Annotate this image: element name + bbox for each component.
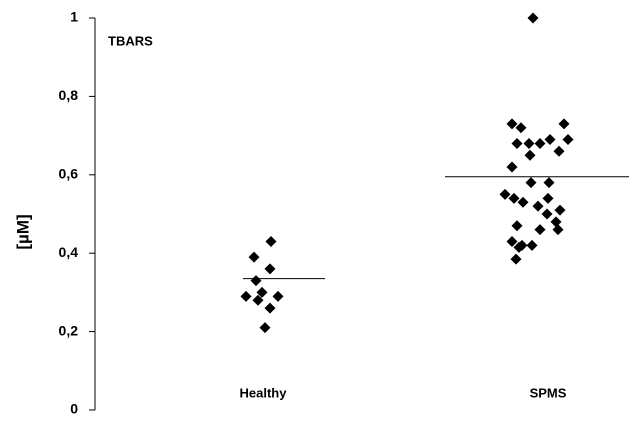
data-point	[248, 251, 260, 263]
data-point	[526, 239, 538, 251]
y-tick-label: 0,2	[59, 322, 79, 338]
data-point	[240, 290, 252, 302]
data-point	[541, 208, 553, 220]
data-point	[523, 137, 535, 149]
data-point	[552, 224, 564, 236]
data-point	[544, 134, 556, 146]
data-point	[506, 161, 518, 173]
data-point	[264, 263, 276, 275]
data-point	[534, 137, 546, 149]
y-tick-label: 1	[70, 9, 78, 25]
data-point	[499, 188, 511, 200]
data-point	[506, 235, 518, 247]
y-tick-label: 0,6	[59, 166, 79, 182]
data-point	[265, 235, 277, 247]
data-point	[562, 134, 574, 146]
data-point	[259, 322, 271, 334]
data-point	[553, 145, 565, 157]
y-tick-label: 0,8	[59, 87, 79, 103]
data-point	[542, 192, 554, 204]
data-point	[513, 241, 525, 253]
annotation: TBARS	[108, 33, 153, 48]
x-tick-label: SPMS	[530, 385, 567, 400]
data-point	[515, 122, 527, 134]
data-point	[508, 192, 520, 204]
y-axis-label: [µM]	[13, 214, 32, 249]
data-point	[264, 302, 276, 314]
data-point	[510, 253, 522, 265]
data-point	[524, 149, 536, 161]
data-point	[250, 275, 262, 287]
data-point	[558, 118, 570, 130]
data-point	[525, 177, 537, 189]
data-point	[256, 286, 268, 298]
y-tick-label: 0,4	[59, 244, 79, 260]
data-point	[511, 137, 523, 149]
data-point	[511, 220, 523, 232]
data-point	[532, 200, 544, 212]
y-tick-label: 0	[70, 401, 78, 417]
data-point	[554, 204, 566, 216]
data-point	[517, 196, 529, 208]
data-point	[550, 216, 562, 228]
data-point	[534, 224, 546, 236]
data-point	[272, 290, 284, 302]
data-point	[506, 118, 518, 130]
data-point	[252, 294, 264, 306]
data-point	[543, 177, 555, 189]
x-tick-label: Healthy	[240, 385, 288, 400]
data-point	[527, 12, 539, 24]
